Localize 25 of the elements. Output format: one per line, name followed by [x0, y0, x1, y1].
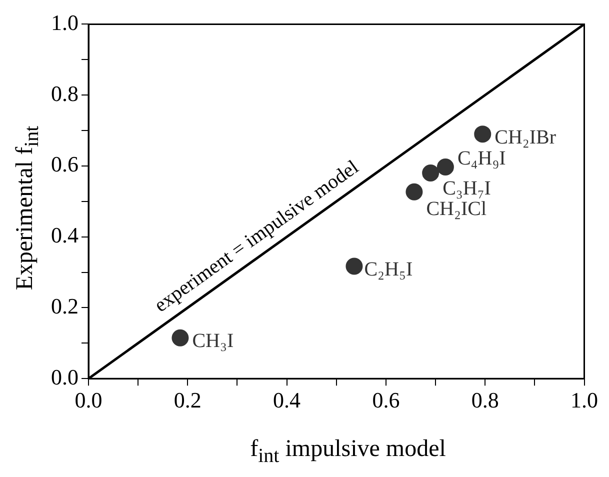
point [422, 164, 440, 182]
x-tick-label: 0.6 [372, 388, 400, 413]
y-tick-label: 0.4 [51, 222, 78, 248]
y-tick-label: 0.6 [51, 152, 78, 177]
y-tick-label: 0.8 [51, 80, 78, 106]
x-tick-label: 0.4 [273, 388, 301, 413]
series-label: CH₂IBr [494, 126, 556, 148]
point [406, 183, 423, 200]
series-label: C₄H₉I [457, 147, 506, 170]
point [474, 126, 492, 143]
y-tick-label: 0.0 [51, 364, 78, 390]
series-label: CH₃I [192, 330, 234, 352]
series-label: C₂H₅I [364, 258, 413, 281]
x-tick-label: 0.2 [174, 388, 202, 413]
y-tick-label: 1.0 [51, 10, 78, 35]
x-tick-label: 0.0 [74, 388, 102, 413]
x-tick-label: 1.0 [570, 388, 598, 413]
point [172, 329, 189, 346]
point [346, 258, 363, 275]
x-tick-label: 0.8 [471, 388, 499, 413]
x-axis-title: f$_{int}$ impulsive model [250, 436, 446, 468]
series-label: CH₂ICl [426, 198, 487, 220]
point [436, 158, 454, 176]
y-tick-label: 0.2 [51, 294, 78, 318]
series-label: C₃H₇I [442, 177, 491, 200]
